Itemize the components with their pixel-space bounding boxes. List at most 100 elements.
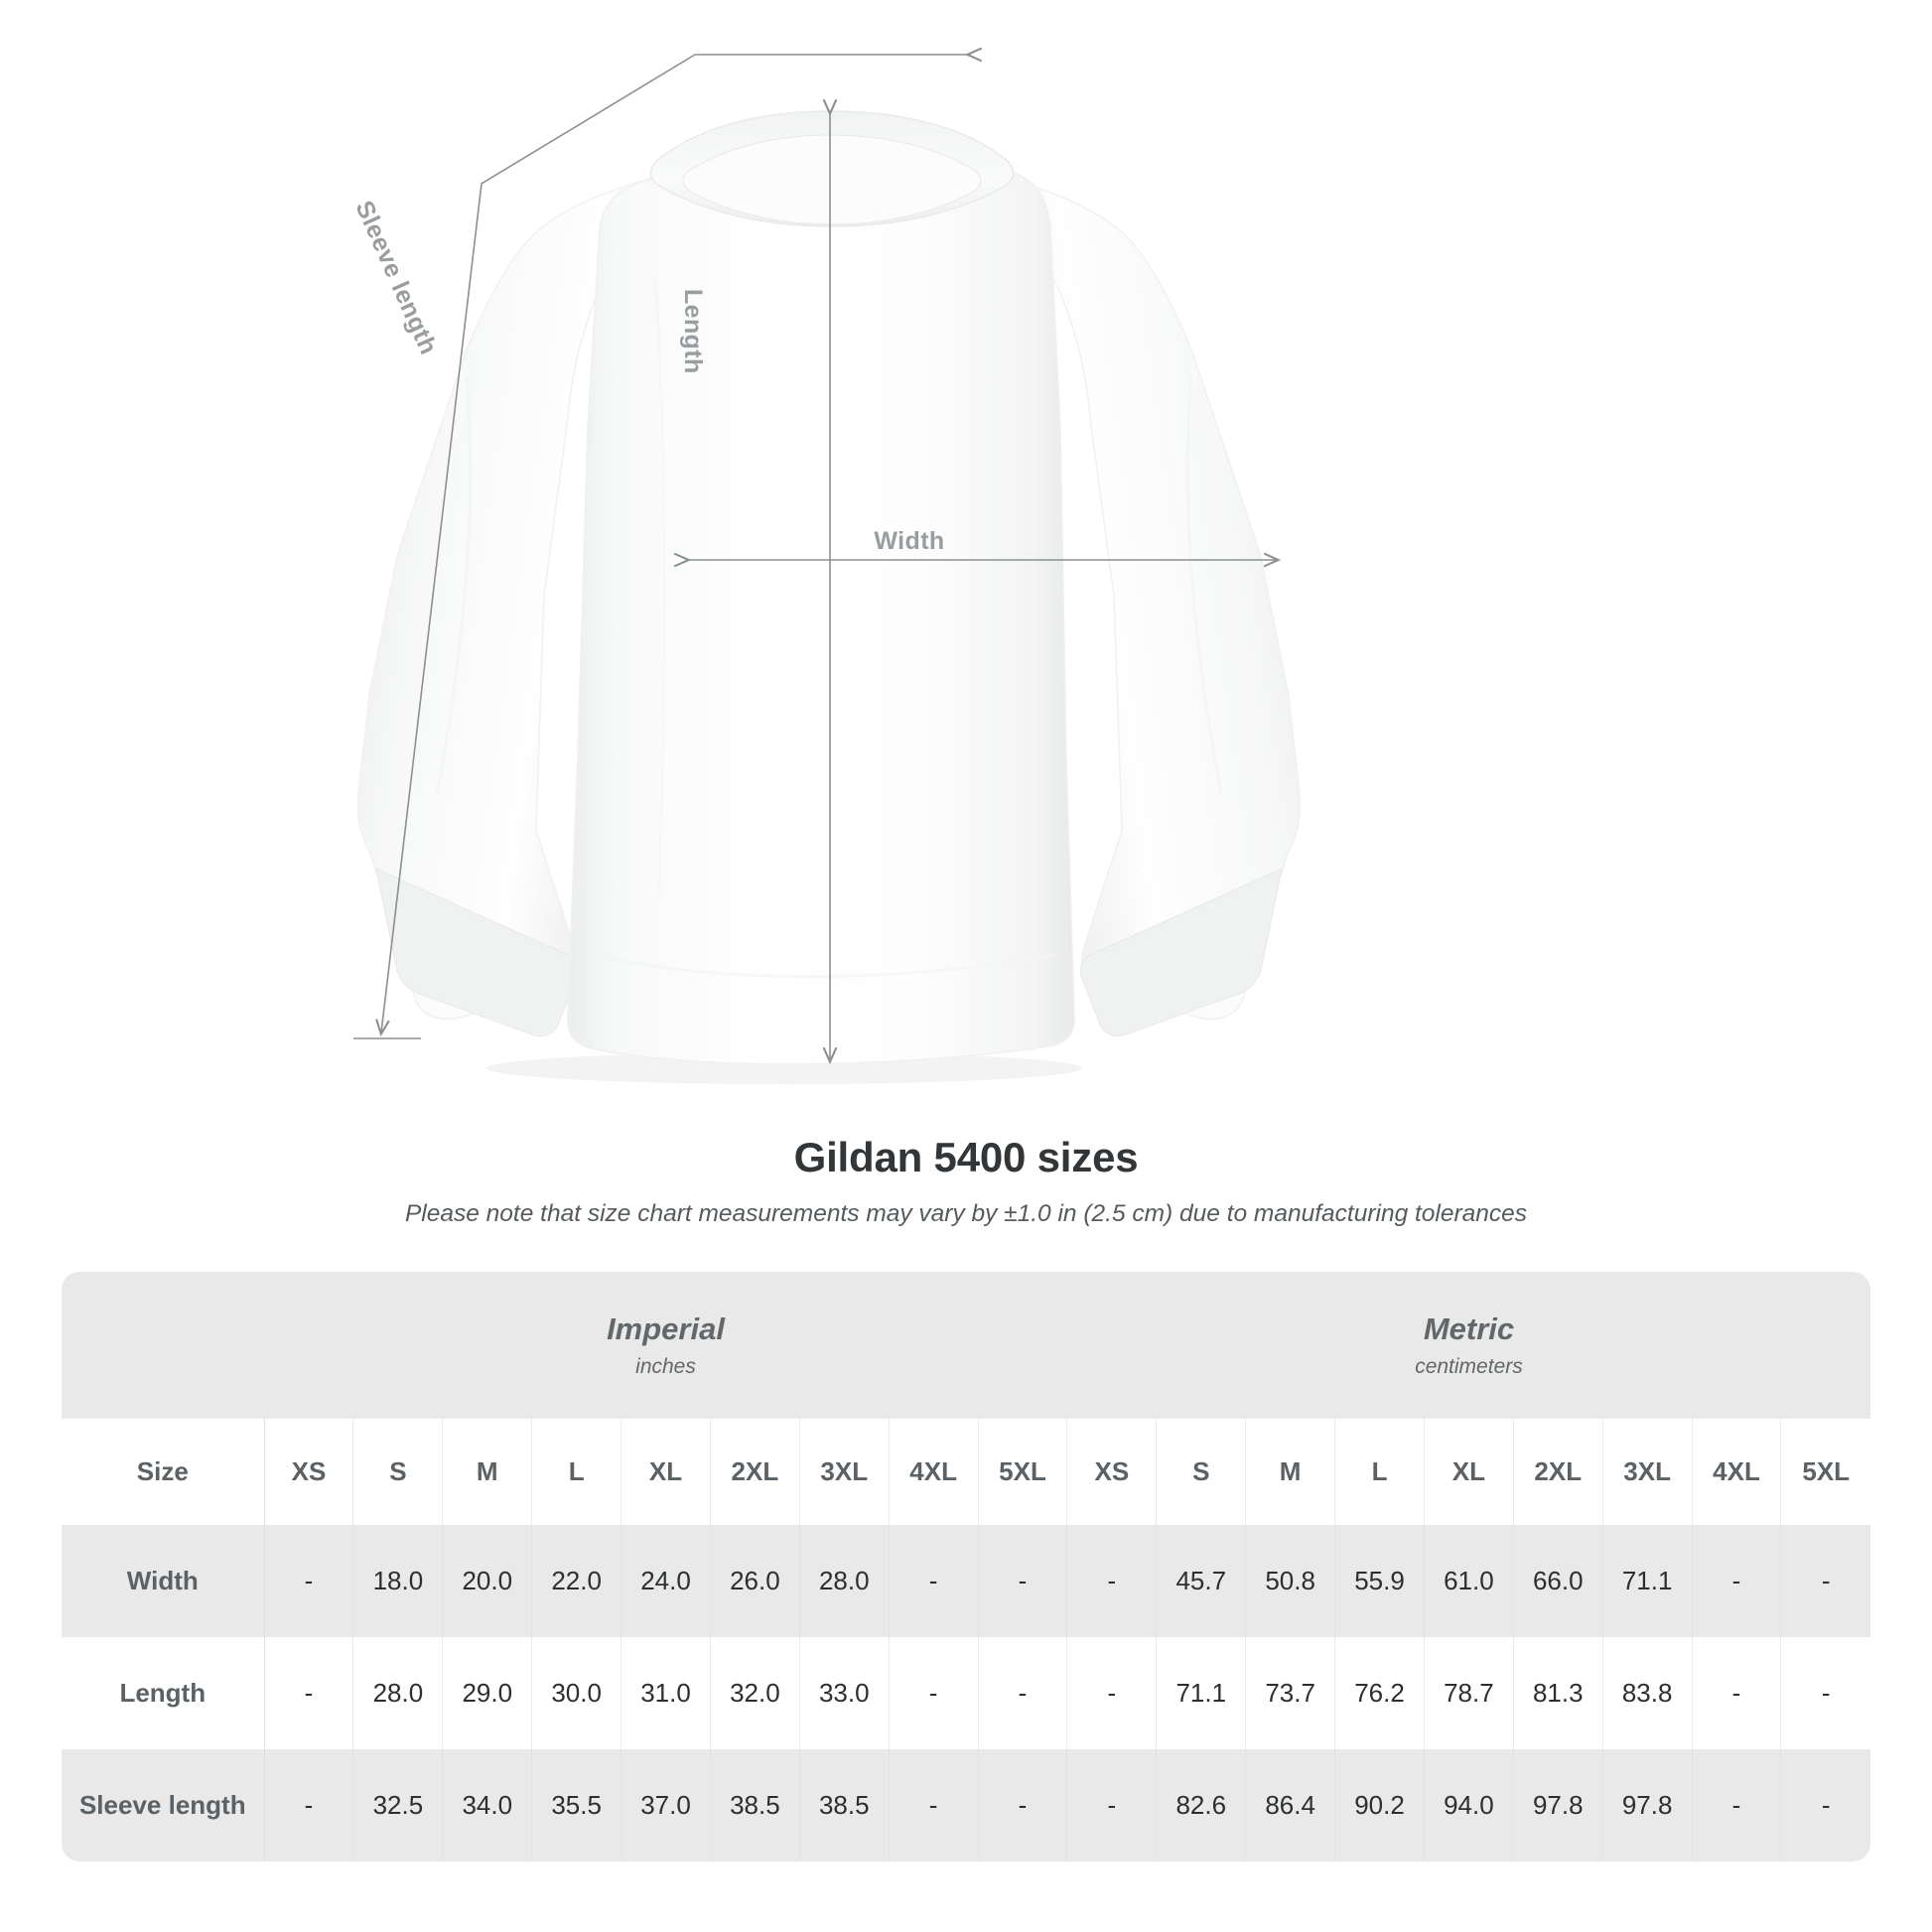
cell-width-imperial-l: 22.0 [531,1525,622,1637]
row-label-width: Width [62,1525,265,1637]
cell-sleeve-length-imperial-xl: 37.0 [621,1749,711,1862]
size-header-label: Size [62,1419,265,1525]
cell-width-metric-5xl: - [1780,1525,1870,1637]
size-header-cell-imperial-4xl: 4XL [889,1419,979,1525]
cell-length-imperial-5xl: - [978,1637,1068,1749]
size-header-cell-imperial-xs: XS [264,1419,354,1525]
page-subtitle: Please note that size chart measurements… [404,1200,1528,1228]
cell-width-imperial-m: 20.0 [442,1525,533,1637]
size-header-cell-metric-xs: XS [1066,1419,1158,1525]
cell-length-metric-5xl: - [1780,1637,1870,1749]
unit-name-imperial: Imperial [607,1311,725,1346]
cell-length-metric-3xl: 83.8 [1602,1637,1693,1749]
cell-width-imperial-5xl: - [978,1525,1068,1637]
shirt-diagram-svg [353,47,1302,1084]
size-header-cell-imperial-xl: XL [621,1419,711,1525]
size-header-row: Size XS S M L XL 2XL 3XL 4XL 5XL XS S M L XL 2XL 3XL 4XL… [62,1419,1870,1525]
row-label-length: Length [62,1637,265,1749]
cell-length-metric-xl: 78.7 [1424,1637,1514,1749]
dimension-lines [353,47,1282,1065]
cell-sleeve-length-imperial-4xl: - [889,1749,979,1862]
cell-width-imperial-2xl: 26.0 [710,1525,800,1637]
sleeve-length-arrow [375,47,983,1037]
cell-width-metric-xl: 61.0 [1424,1525,1514,1637]
cell-sleeve-length-imperial-xs: - [264,1749,354,1862]
page-title: Gildan 5400 sizes [793,1134,1139,1180]
unit-sub-metric: centimeters [1415,1355,1523,1378]
cell-width-imperial-3xl: 28.0 [799,1525,890,1637]
unit-header-metric: Metric centimeters [1066,1272,1870,1419]
size-header-cell-metric-s: S [1156,1419,1247,1525]
size-header-cell-metric-5xl: 5XL [1780,1419,1870,1525]
width-label: Width [874,527,945,555]
unit-header-spacer [62,1272,265,1419]
unit-header-imperial: Imperial inches [264,1272,1067,1419]
cell-sleeve-length-imperial-l: 35.5 [531,1749,622,1862]
size-header-cell-imperial-s: S [352,1419,444,1525]
cell-width-imperial-4xl: - [889,1525,979,1637]
cell-length-metric-m: 73.7 [1245,1637,1336,1749]
cell-width-metric-m: 50.8 [1245,1525,1336,1637]
table-row: Length -28.0 29.0 30.0 31.0 32.0 33.0- - -71.1 73… [62,1637,1870,1749]
cell-length-imperial-xs: - [264,1637,354,1749]
cell-sleeve-length-metric-5xl: - [1780,1749,1870,1862]
cell-sleeve-length-metric-xs: - [1066,1749,1158,1862]
cell-width-metric-2xl: 66.0 [1513,1525,1603,1637]
cell-sleeve-length-imperial-5xl: - [978,1749,1068,1862]
cell-width-metric-3xl: 71.1 [1602,1525,1693,1637]
cell-length-imperial-l: 30.0 [531,1637,622,1749]
cell-length-metric-l: 76.2 [1334,1637,1425,1749]
size-header-cell-imperial-3xl: 3XL [799,1419,890,1525]
shirt-graphic [356,110,1302,1084]
cell-sleeve-length-metric-s: 82.6 [1156,1749,1247,1862]
length-label: Length [679,289,707,374]
cell-width-metric-l: 55.9 [1334,1525,1425,1637]
cell-length-metric-xs: - [1066,1637,1158,1749]
cell-length-imperial-4xl: - [889,1637,979,1749]
unit-sub-imperial: inches [635,1355,696,1378]
garment-illustration: Sleeve length Length Width [349,47,1302,1084]
cell-width-metric-4xl: - [1692,1525,1782,1637]
cell-sleeve-length-imperial-m: 34.0 [442,1749,533,1862]
cell-length-imperial-xl: 31.0 [621,1637,711,1749]
cell-sleeve-length-metric-3xl: 97.8 [1602,1749,1693,1862]
unit-header-row: Imperial inches Metric centimeters [62,1272,1870,1419]
table-row: Sleeve length -32.5 34.0 35.5 37.0 38.5 38.5- -… [62,1749,1870,1862]
size-header-cell-imperial-5xl: 5XL [978,1419,1068,1525]
size-header-cell-metric-m: M [1245,1419,1336,1525]
size-header-cell-metric-2xl: 2XL [1513,1419,1603,1525]
cell-length-imperial-2xl: 32.0 [710,1637,800,1749]
cell-sleeve-length-metric-4xl: - [1692,1749,1782,1862]
table-row: Width -18.0 20.0 22.0 24.0 26.0 28.0- - -45.7 50.… [62,1525,1870,1637]
cell-width-imperial-s: 18.0 [352,1525,444,1637]
cell-sleeve-length-imperial-s: 32.5 [352,1749,444,1862]
size-header-cell-metric-l: L [1334,1419,1425,1525]
cell-length-imperial-s: 28.0 [352,1637,444,1749]
size-header-cell-metric-xl: XL [1424,1419,1514,1525]
cell-sleeve-length-metric-l: 90.2 [1334,1749,1425,1862]
row-label-sleeve-length: Sleeve length [62,1749,265,1862]
cell-width-imperial-xs: - [264,1525,354,1637]
size-header-cell-imperial-l: L [531,1419,622,1525]
cell-length-metric-4xl: - [1692,1637,1782,1749]
size-chart-table: Imperial inches Metric centimeters Size … [62,1272,1870,1862]
cell-length-imperial-m: 29.0 [442,1637,533,1749]
unit-name-metric: Metric [1423,1311,1515,1346]
cell-sleeve-length-imperial-2xl: 38.5 [710,1749,800,1862]
cell-length-metric-2xl: 81.3 [1513,1637,1603,1749]
cell-length-imperial-3xl: 33.0 [799,1637,890,1749]
size-header-cell-metric-4xl: 4XL [1692,1419,1782,1525]
size-header-cell-metric-3xl: 3XL [1602,1419,1693,1525]
cell-width-metric-xs: - [1066,1525,1158,1637]
size-chart-table-wrap: Imperial inches Metric centimeters Size … [62,1272,1870,1862]
cell-sleeve-length-metric-2xl: 97.8 [1513,1749,1603,1862]
cell-sleeve-length-metric-m: 86.4 [1245,1749,1336,1862]
size-header-cell-imperial-2xl: 2XL [710,1419,800,1525]
cell-sleeve-length-metric-xl: 94.0 [1424,1749,1514,1862]
cell-length-metric-s: 71.1 [1156,1637,1247,1749]
size-header-cell-imperial-m: M [442,1419,533,1525]
title-block: Gildan 5400 sizes Please note that size … [0,1134,1932,1229]
cell-sleeve-length-imperial-3xl: 38.5 [799,1749,890,1862]
cell-width-imperial-xl: 24.0 [621,1525,711,1637]
cell-width-metric-s: 45.7 [1156,1525,1247,1637]
